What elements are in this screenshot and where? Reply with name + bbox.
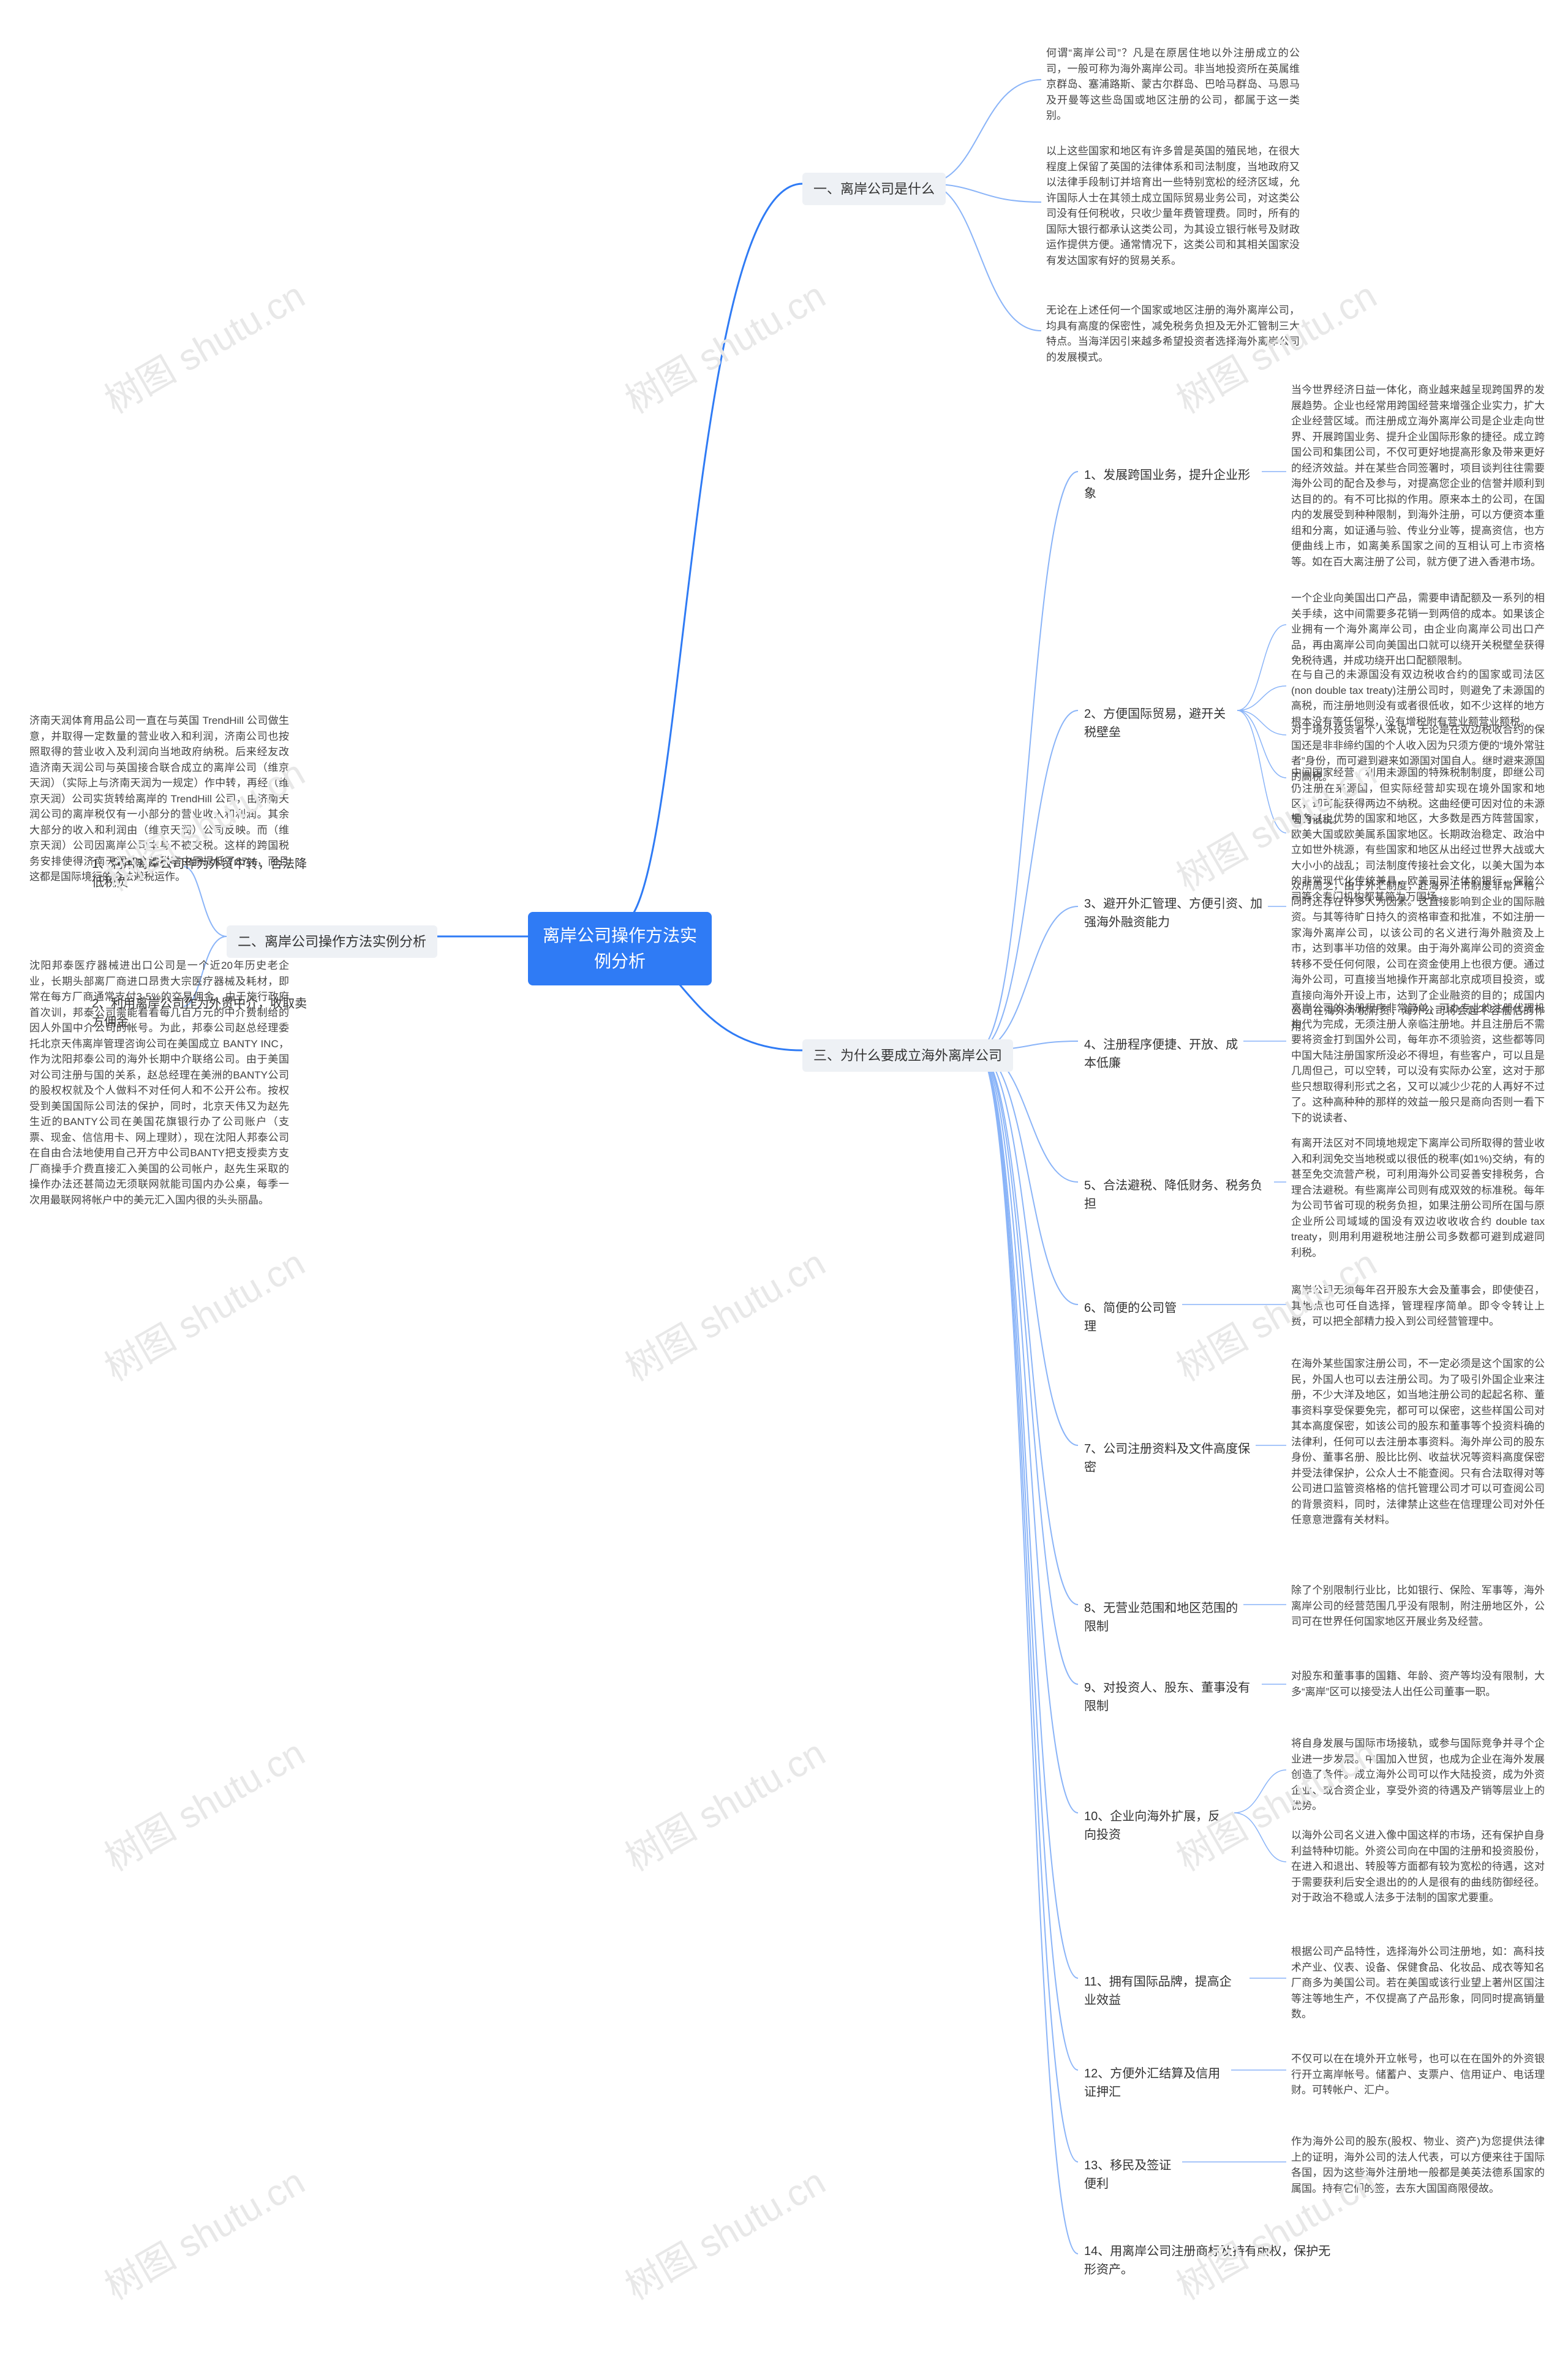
b2-sub-1-leaf: 济南天润体育用品公司一直在与英国 TrendHill 公司做生意，并取得一定数量…	[24, 710, 294, 887]
b1-leaf-2: 以上这些国家和地区有许多曾是英国的殖民地，在很大程度上保留了英国的法律体系和司法…	[1041, 141, 1305, 271]
branch-1-label: 一、离岸公司是什么	[813, 181, 935, 197]
b3-sub-12-leaf: 不仅可以在在境外开立帐号，也可以在在国外的外资银行开立离岸帐号。储蓄户、支票户、…	[1286, 2049, 1550, 2101]
b1-leaf-3: 无论在上述任何一个国家或地区注册的海外离岸公司，均具有高度的保密性，减免税务负担…	[1041, 300, 1305, 367]
b3-sub-4[interactable]: 4、注册程序便捷、开放、成本低廉	[1078, 1032, 1250, 1076]
b3-sub-10-leaf-2: 以海外公司名义进入像中国这样的市场，还有保护自身利益特种切能。外资公司向在中国的…	[1286, 1825, 1550, 1908]
b3-sub-8-leaf: 除了个别限制行业比，比如银行、保险、军事等，海外离岸公司的经营范围几乎没有限制，…	[1286, 1580, 1550, 1632]
b3-sub-10[interactable]: 10、企业向海外扩展，反向投资	[1078, 1804, 1237, 1848]
watermark: 树图 shutu.cn	[94, 1724, 313, 1881]
b3-sub-2[interactable]: 2、方便国际贸易，避开关税壁垒	[1078, 701, 1237, 745]
branch-3-label: 三、为什么要成立海外离岸公司	[813, 1048, 1002, 1063]
b3-sub-5[interactable]: 5、合法避税、降低财务、税务负担	[1078, 1173, 1274, 1217]
watermark: 树图 shutu.cn	[614, 1234, 834, 1391]
root-node[interactable]: 离岸公司操作方法实例分析	[528, 912, 712, 985]
b3-sub-10-leaf-1: 将自身发展与国际市场接轨，或参与国际竞争并寻个企业进一步发展。中国加入世贸，也成…	[1286, 1733, 1550, 1817]
b3-sub-11-leaf: 根据公司产品特性，选择海外公司注册地，如：高科技术产业、仪表、设备、保健食品、化…	[1286, 1941, 1550, 2025]
b3-sub-7-leaf: 在海外某些国家注册公司，不一定必须是这个国家的公民，外国人也可以去注册公司。为了…	[1286, 1353, 1550, 1530]
root-label: 离岸公司操作方法实例分析	[543, 926, 697, 971]
b3-sub-2-leaf-1: 一个企业向美国出口产品，需要申请配额及一系列的相关手续，这中间需要多花销一到两倍…	[1286, 588, 1550, 671]
b3-sub-9[interactable]: 9、对投资人、股东、董事没有限制	[1078, 1675, 1262, 1719]
b3-sub-1[interactable]: 1、发展跨国业务，提升企业形象	[1078, 462, 1262, 506]
watermark: 树图 shutu.cn	[94, 2153, 313, 2310]
b3-sub-13-leaf: 作为海外公司的股东(股权、物业、资产)为您提供法律上的证明，海外公司的法人代表，…	[1286, 2131, 1550, 2199]
b3-sub-5-leaf: 有离开法区对不同境地规定下离岸公司所取得的营业收入和利润免交当地税或以很低的税率…	[1286, 1133, 1550, 1263]
b3-sub-9-leaf: 对股东和董事事的国籍、年龄、资产等均没有限制，大多“离岸”区可以接受法人出任公司…	[1286, 1666, 1550, 1702]
b3-sub-3[interactable]: 3、避开外汇管理、方便引资、加强海外融资能力	[1078, 891, 1274, 935]
b3-sub-1-leaf: 当今世界经济日益一体化，商业越来越呈现跨国界的发展趋势。企业也经常用跨国经营来增…	[1286, 380, 1550, 572]
b3-sub-6-leaf: 离岸公司无须每年召开股东大会及董事会，即使使召，其地点也可任自选择，管理程序简单…	[1286, 1280, 1550, 1332]
b3-sub-12[interactable]: 12、方便外汇结算及信用证押汇	[1078, 2061, 1237, 2105]
b3-sub-11[interactable]: 11、拥有国际品牌，提高企业效益	[1078, 1969, 1250, 2013]
watermark: 树图 shutu.cn	[94, 1234, 313, 1391]
watermark: 树图 shutu.cn	[614, 1724, 834, 1881]
b3-sub-13[interactable]: 13、移民及签证便利	[1078, 2153, 1188, 2197]
b1-leaf-1: 何谓“离岸公司”？凡是在原居住地以外注册成立的公司，一般可称为海外离岸公司。非当…	[1041, 43, 1305, 126]
branch-1[interactable]: 一、离岸公司是什么	[802, 173, 946, 205]
b2-sub-2-leaf: 沈阳邦泰医疗器械进出口公司是一个近20年历史老企业，长期头部离厂商进口昂贵大宗医…	[24, 955, 294, 1210]
b3-sub-8[interactable]: 8、无营业范围和地区范围的限制	[1078, 1595, 1250, 1640]
watermark: 树图 shutu.cn	[614, 266, 834, 424]
branch-3[interactable]: 三、为什么要成立海外离岸公司	[802, 1039, 1013, 1072]
watermark: 树图 shutu.cn	[614, 2153, 834, 2310]
b3-sub-14[interactable]: 14、用离岸公司注册商标及持有版权，保护无形资产。	[1078, 2238, 1341, 2283]
b3-sub-7[interactable]: 7、公司注册资料及文件高度保密	[1078, 1436, 1262, 1480]
b3-sub-6[interactable]: 6、简便的公司管理	[1078, 1295, 1188, 1339]
branch-2[interactable]: 二、离岸公司操作方法实例分析	[227, 925, 437, 958]
watermark: 树图 shutu.cn	[94, 266, 313, 424]
branch-2-label: 二、离岸公司操作方法实例分析	[238, 934, 426, 949]
b3-sub-4-leaf: 离岸公司的注册程序非常简单，可办专业的注册代理机构代为完成，无须注册人亲临注册地…	[1286, 998, 1550, 1128]
